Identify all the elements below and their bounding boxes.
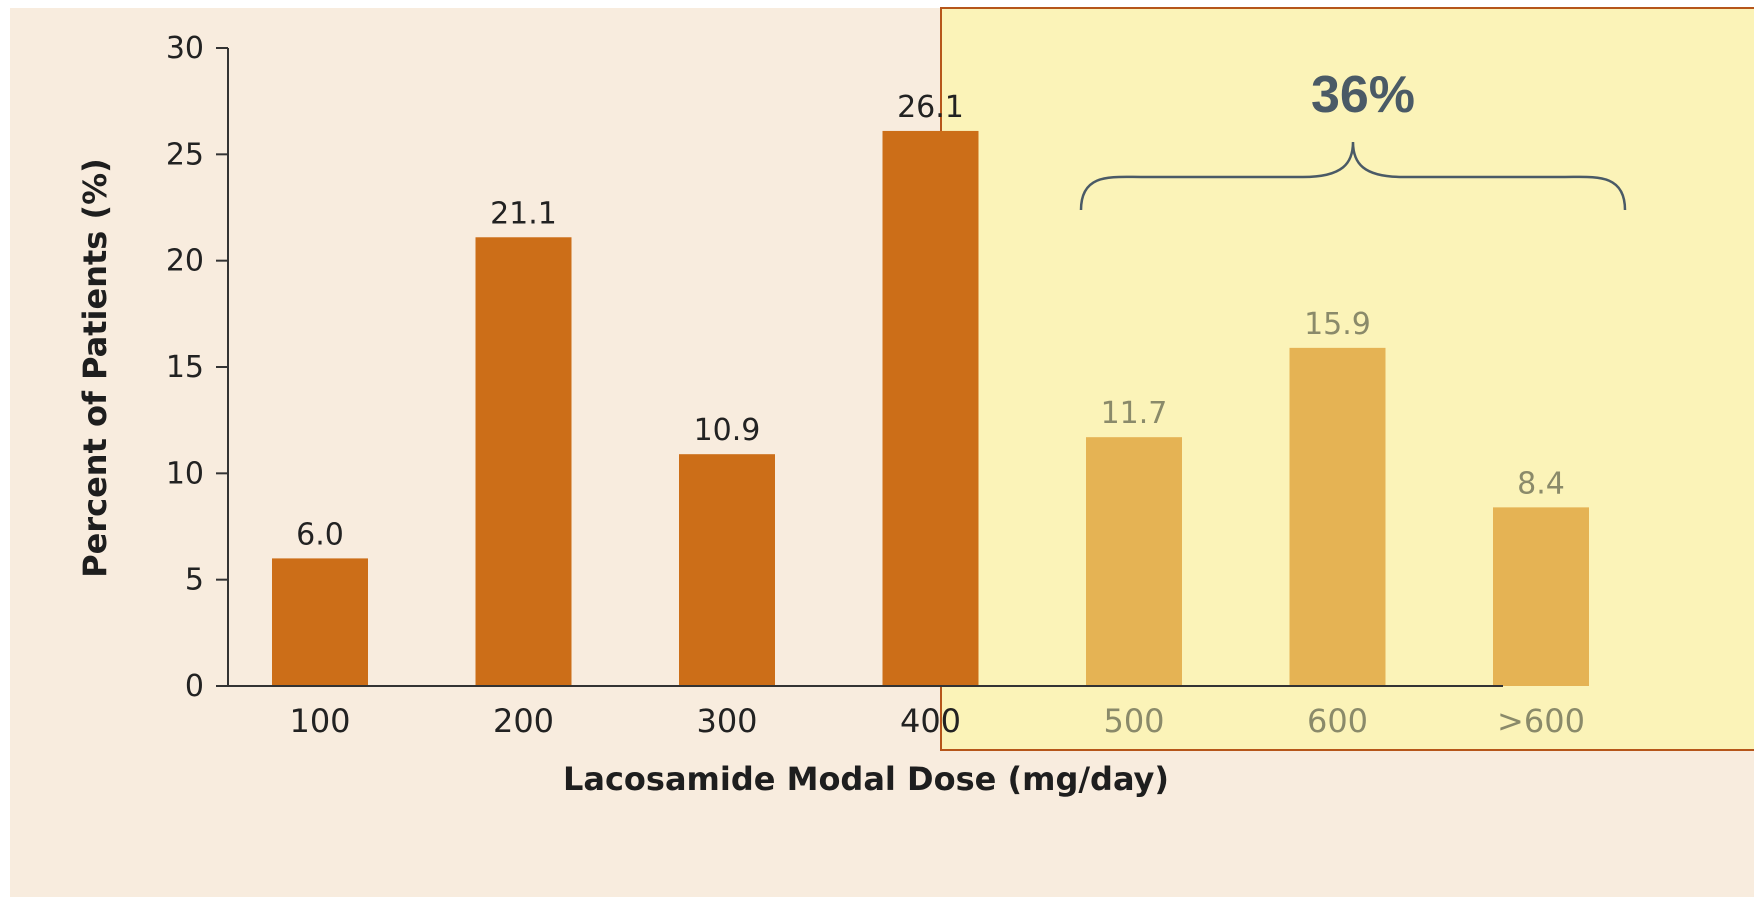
x-tick-label: 300 [696,702,757,740]
x-axis-labels: 100 200 300 400 500 600 >600 [289,702,1584,740]
data-label: 6.0 [296,517,344,552]
y-tick-label: 25 [166,137,204,172]
bar [679,454,775,686]
data-label: 8.4 [1517,466,1565,501]
data-label: 21.1 [490,196,557,231]
x-tick-label: 500 [1103,702,1164,740]
data-label: 26.1 [897,90,964,125]
bar [272,558,368,686]
bar [1086,437,1182,686]
x-tick-label: 100 [289,702,350,740]
bar [1289,347,1386,686]
y-tick-label: 5 [185,563,204,598]
data-labels: 6.0 21.1 10.9 26.1 11.7 15.9 8.4 [296,90,1565,552]
y-tick-label: 10 [166,456,204,491]
x-axis-title: Lacosamide Modal Dose (mg/day) [563,760,1169,798]
data-label: 11.7 [1101,396,1168,431]
y-tick-label: 0 [185,669,204,704]
bar [1493,507,1589,686]
bar [475,237,572,687]
bracket-annotation [1079,141,1627,211]
data-label: 15.9 [1304,307,1371,342]
bar [882,130,979,686]
x-tick-label: 200 [493,702,554,740]
y-tick-label: 30 [166,31,204,66]
y-tick-label: 15 [166,350,204,385]
annotation-label: 36% [1311,66,1415,124]
x-tick-label: 600 [1307,702,1368,740]
x-tick-label: >600 [1497,702,1585,740]
y-axis-title: Percent of Patients (%) [76,158,114,578]
x-tick-label: 400 [900,702,961,740]
bars [272,130,1589,687]
y-tick-label: 20 [166,244,204,279]
data-label: 10.9 [694,413,761,448]
y-axis-ticks: 0 5 10 15 20 25 30 [166,31,228,704]
